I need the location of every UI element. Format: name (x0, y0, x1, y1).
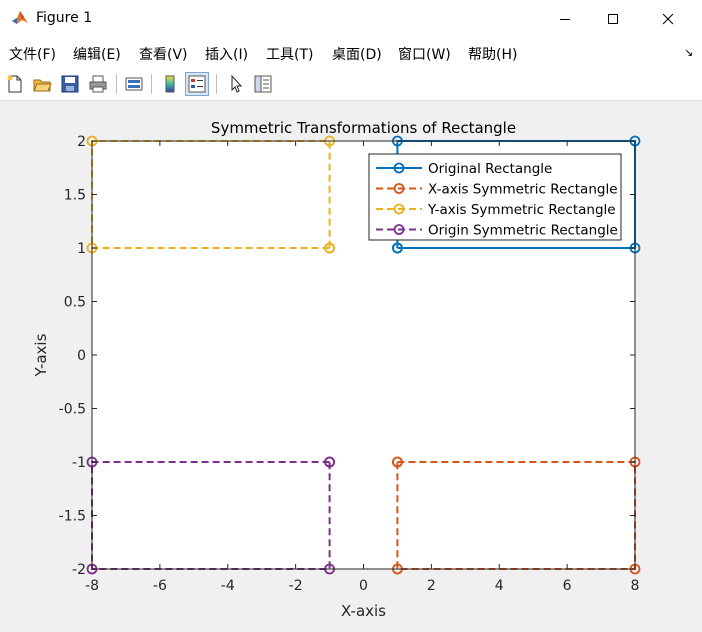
legend-entry-label: Origin Symmetric Rectangle (428, 223, 618, 239)
toolbar-separator (216, 74, 217, 94)
chart-title: Symmetric Transformations of Rectangle (211, 119, 516, 137)
x-tick-label: 4 (495, 578, 504, 594)
x-tick-label: 2 (427, 578, 436, 594)
x-tick-label: 6 (563, 578, 572, 594)
y-tick-label: -1.5 (59, 509, 86, 525)
legend-swatch-marker (393, 162, 405, 174)
menu-edit[interactable]: 编辑(E) (73, 47, 121, 63)
minimize-icon (560, 19, 570, 20)
series-3-point (324, 456, 335, 468)
x-tick-label: -4 (221, 578, 235, 594)
y-tick-label: -0.5 (59, 402, 86, 418)
maximize-icon (608, 14, 618, 24)
y-tick-label: -2 (72, 562, 86, 578)
x-tick-label: 8 (631, 578, 640, 594)
property-inspector-icon (254, 75, 272, 93)
property-inspector-button[interactable] (251, 72, 275, 96)
window-titlebar: Figure 1 (0, 0, 702, 38)
x-tick-label: 0 (359, 578, 368, 594)
menu-window[interactable]: 窗口(W) (398, 47, 451, 63)
new-figure-button[interactable] (3, 72, 27, 96)
close-button[interactable] (645, 0, 691, 38)
minimize-button[interactable] (542, 0, 588, 38)
figure-canvas: -8 -6 -4 -2 0 2 4 6 8 2 1.5 1 0.5 0 -0.5 -1 -1.5 -2 Symme… (0, 101, 702, 628)
y-tick-label: 1.5 (64, 188, 86, 204)
legend-entry-label: Y-axis Symmetric Rectangle (427, 202, 616, 218)
legend-swatch-marker (393, 183, 405, 194)
x-tick-label: -6 (153, 578, 167, 594)
print-button[interactable] (86, 72, 110, 96)
menu-help[interactable]: 帮助(H) (468, 47, 518, 63)
link-plot-icon (125, 77, 143, 91)
maximize-button[interactable] (590, 0, 636, 38)
series-0-point (392, 242, 403, 254)
y-tick-label: 0.5 (64, 295, 86, 311)
menu-desktop[interactable]: 桌面(D) (332, 47, 382, 63)
open-file-icon (33, 79, 52, 92)
legend-button[interactable] (185, 72, 209, 96)
close-icon (662, 13, 674, 25)
legend[interactable]: Original Rectangle X-axis Symmetric Recta… (368, 153, 622, 241)
save-button[interactable] (58, 72, 82, 96)
window-title: Figure 1 (36, 10, 93, 26)
y-tick-label: 0 (77, 348, 86, 364)
legend-swatch-marker (393, 203, 405, 215)
menu-overflow-icon[interactable]: ↘ (684, 46, 694, 59)
menu-file[interactable]: 文件(F) (9, 47, 56, 63)
legend-entry-label: X-axis Symmetric Rectangle (428, 182, 618, 198)
figure-toolbar (0, 68, 702, 101)
link-plot-button[interactable] (122, 72, 146, 96)
y-tick-label: 1 (77, 241, 86, 257)
menu-tools[interactable]: 工具(T) (266, 47, 314, 63)
matlab-logo-icon (11, 9, 29, 27)
menu-bar: 文件(F) 编辑(E) 查看(V) 插入(I) 工具(T) 桌面(D) 窗口(W… (0, 38, 702, 68)
new-figure-icon (7, 75, 22, 93)
open-file-button[interactable] (30, 72, 54, 96)
y-tick-label: 2 (77, 134, 86, 150)
toolbar-separator (151, 74, 152, 94)
pointer-icon (231, 74, 243, 93)
y-axis-label: Y-axis (32, 333, 50, 377)
y-tick-label: -1 (72, 455, 86, 471)
x-tick-label: -8 (85, 578, 99, 594)
series-1-point (392, 456, 403, 468)
axes-ticks: -8 -6 -4 -2 0 2 4 6 8 2 1.5 1 0.5 0 -0.5 -1 -1.5 -2 (59, 134, 640, 594)
legend-swatch-marker (393, 224, 405, 235)
colorbar-icon (165, 75, 175, 93)
colorbar-button[interactable] (158, 72, 182, 96)
save-icon (61, 75, 79, 93)
print-icon (89, 75, 107, 93)
x-tick-label: -2 (289, 578, 303, 594)
pointer-button[interactable] (224, 72, 248, 96)
x-axis-label: X-axis (341, 602, 386, 620)
menu-view[interactable]: 查看(V) (139, 47, 188, 63)
legend-entry-label: Original Rectangle (428, 161, 552, 177)
legend-icon (188, 75, 206, 93)
plot-svg[interactable]: -8 -6 -4 -2 0 2 4 6 8 2 1.5 1 0.5 0 -0.5 -1 -1.5 -2 Symme… (0, 101, 702, 628)
menu-insert[interactable]: 插入(I) (205, 47, 249, 63)
series-2-point (324, 242, 335, 254)
toolbar-separator (116, 74, 117, 94)
